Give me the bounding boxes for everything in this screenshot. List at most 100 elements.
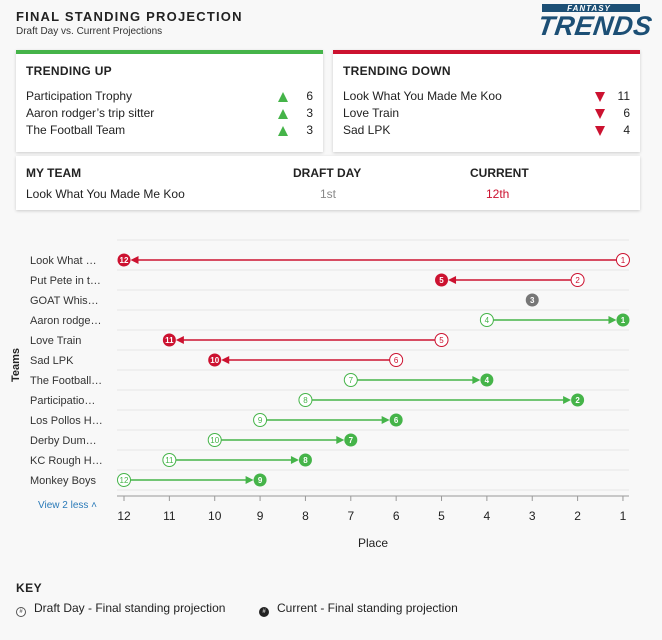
trending-down-row: Sad LPK 4	[343, 123, 630, 139]
x-tick-label: 9	[257, 509, 264, 523]
draft-day-label: 10	[210, 436, 219, 445]
key-draft-label: Draft Day - Final standing projection	[34, 601, 226, 615]
arrowhead-icon	[448, 276, 457, 284]
down-arrow-icon	[595, 109, 605, 119]
trending-up-row: The Football Team 3	[26, 123, 313, 139]
change-value: 6	[623, 106, 630, 120]
draft-day-label: 12	[120, 476, 129, 485]
team-row-label: Los Pollos H…	[30, 415, 103, 427]
current-label: 3	[530, 296, 535, 305]
draft-day-label: 9	[258, 416, 263, 425]
team-row-label: Aaron rodge…	[30, 315, 102, 327]
current-marker	[435, 273, 449, 287]
team-name: Sad LPK	[343, 123, 391, 137]
current-label: 11	[165, 336, 174, 345]
trending-down-heading: TRENDING DOWN	[343, 64, 451, 78]
x-tick-label: 10	[208, 509, 222, 523]
standings-chart: Look What … Put Pete in t… GOAT Whis… Aaron…	[10, 239, 630, 550]
current-marker	[208, 353, 222, 367]
draft-day-marker	[207, 433, 222, 447]
draft-day-label: 8	[303, 396, 308, 405]
draft-day-marker	[298, 393, 313, 407]
arrowhead-icon	[336, 436, 345, 444]
current-label: 7	[349, 436, 354, 445]
team-row-label: The Football…	[30, 375, 102, 387]
draft-day-marker	[253, 413, 268, 427]
arrowhead-icon	[608, 316, 617, 324]
current-marker	[344, 433, 358, 447]
x-tick-label: 6	[393, 509, 400, 523]
page-title: FINAL STANDING PROJECTION	[16, 9, 243, 24]
view-less-link[interactable]: View 2 less ˄	[38, 500, 97, 511]
filled-circle-icon: #	[259, 607, 269, 617]
draft-day-marker	[479, 313, 494, 327]
trending-down-row: Look What You Made Me Koo 11	[343, 89, 630, 105]
trending-up-card: TRENDING UP Participation Trophy 6 Aaron…	[16, 50, 323, 152]
current-marker	[298, 453, 312, 467]
draft-day-marker	[117, 473, 131, 487]
current-header: CURRENT	[470, 166, 529, 180]
change-value: 11	[617, 89, 630, 103]
current-label: 1	[621, 316, 626, 325]
draft-day-marker	[570, 273, 585, 287]
change-value: 3	[306, 106, 313, 120]
x-axis-title: Place	[358, 536, 388, 550]
x-tick-label: 2	[574, 509, 581, 523]
team-name: Love Train	[343, 106, 400, 120]
current-marker	[571, 393, 585, 407]
current-marker	[525, 293, 539, 307]
draft-day-label: 6	[394, 356, 399, 365]
draft-day-marker	[389, 353, 404, 367]
key-title: KEY	[16, 581, 43, 595]
x-tick-label: 8	[302, 509, 309, 523]
up-arrow-icon	[278, 109, 288, 119]
up-arrow-icon	[278, 92, 288, 102]
draft-day-marker	[434, 333, 449, 347]
arrowhead-icon	[563, 396, 572, 404]
draft-day-value: 1st	[320, 187, 337, 201]
trending-up-row: Aaron rodger’s trip sitter 3	[26, 106, 313, 122]
my-team-card: MY TEAM DRAFT DAY CURRENT Look What You …	[16, 156, 640, 210]
arrowhead-icon	[472, 376, 481, 384]
x-tick-label: 12	[117, 509, 131, 523]
draft-day-marker	[343, 373, 358, 387]
team-row-label: GOAT Whis…	[30, 295, 99, 307]
current-label: 9	[258, 476, 263, 485]
current-marker	[117, 253, 131, 267]
current-marker	[616, 313, 630, 327]
team-row-label: Love Train	[30, 335, 81, 347]
my-team-header: MY TEAM	[26, 166, 82, 180]
arrowhead-icon	[221, 356, 230, 364]
x-tick-label: 4	[484, 509, 491, 523]
x-tick-label: 3	[529, 509, 536, 523]
change-value: 6	[306, 89, 313, 103]
current-label: 2	[575, 396, 580, 405]
current-marker	[253, 473, 267, 487]
draft-day-header: DRAFT DAY	[293, 166, 362, 180]
trending-down-row: Love Train 6	[343, 106, 630, 122]
team-name: The Football Team	[26, 123, 126, 137]
draft-day-label: 4	[485, 316, 490, 325]
team-row-label: KC Rough H…	[30, 455, 103, 467]
draft-day-label: 11	[165, 456, 174, 465]
current-label: 8	[303, 456, 308, 465]
current-label: 6	[394, 416, 399, 425]
team-row-label: Sad LPK	[30, 355, 74, 367]
team-row-label: Derby Dum…	[30, 435, 97, 447]
my-team-name: Look What You Made Me Koo	[26, 187, 185, 201]
draft-day-label: 1	[621, 256, 626, 265]
draft-day-label: 2	[575, 276, 580, 285]
logo-big-text: TRENDS	[535, 11, 655, 41]
team-row-label: Put Pete in t…	[30, 275, 101, 287]
x-tick-label: 5	[438, 509, 445, 523]
fantasy-trends-logo: FANTASY TRENDS	[535, 4, 655, 42]
team-name: Participation Trophy	[26, 89, 133, 103]
key-draft-day: # Draft Day - Final standing projection	[16, 601, 225, 617]
team-row-label: Participatio…	[30, 395, 95, 407]
down-arrow-icon	[595, 126, 605, 136]
page-subtitle: Draft Day vs. Current Projections	[16, 26, 163, 37]
x-tick-label: 1	[620, 509, 627, 523]
current-label: 4	[485, 376, 490, 385]
up-arrow-icon	[278, 126, 288, 136]
y-axis-title: Teams	[10, 348, 22, 382]
